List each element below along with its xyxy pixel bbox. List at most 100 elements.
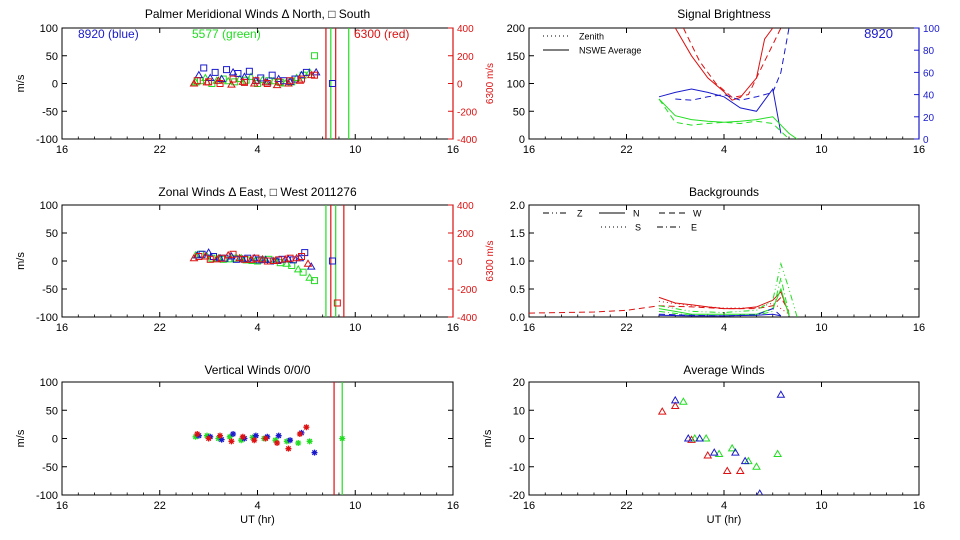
legend-label: NSWE Average [579, 46, 641, 56]
data-point [203, 432, 210, 439]
x-tick-label: 22 [620, 500, 632, 512]
data-point [263, 80, 271, 87]
data-point [690, 434, 700, 442]
data-point [311, 277, 319, 285]
x-tick-label: 4 [254, 322, 260, 334]
y-tick-label: 2.0 [510, 200, 525, 212]
x-tick-label: 16 [523, 322, 535, 334]
chart-meridional: Palmer Meridional Winds Δ North, □ South… [15, 7, 496, 156]
chart-average: Average Winds 16 22 4 10 16 20 10 0 -10 -20 m/s UT (… [482, 363, 925, 526]
y-tick-label: -100 [36, 312, 58, 324]
data-point [722, 466, 732, 474]
y-tick-label: -50 [42, 284, 58, 296]
y-tick-label: -20 [509, 490, 525, 502]
data-point [252, 432, 259, 439]
data-point [227, 80, 236, 88]
data-point [306, 438, 313, 445]
y-axis-label: m/s [15, 252, 27, 270]
x-tick-label: 16 [913, 500, 925, 512]
y-tick-label: 10 [513, 405, 525, 417]
y-tick-label: 100 [40, 23, 58, 35]
data-point [215, 435, 222, 442]
right-y-tick-label: -200 [457, 107, 477, 118]
data-point [701, 434, 711, 442]
y-tick-label: 20 [513, 377, 525, 389]
data-point [303, 424, 310, 431]
data-point [679, 397, 688, 405]
data-point [205, 435, 212, 442]
chart-title: Palmer Meridional Winds Δ North, □ South [145, 7, 370, 21]
right-y-tick-label: 0 [457, 257, 463, 268]
y-tick-label: 50 [46, 228, 58, 240]
data-point [311, 449, 318, 456]
data-point [333, 299, 341, 307]
data-point [773, 449, 782, 458]
data-point [285, 445, 292, 452]
data-point [230, 430, 237, 437]
chart-title: Backgrounds [689, 185, 759, 199]
y-tick-label: 50 [46, 51, 58, 63]
x-tick-label: 16 [523, 500, 535, 512]
data-point [731, 448, 740, 456]
y-tick-label: 0.5 [510, 284, 525, 296]
x-tick-label: 22 [154, 322, 166, 334]
right-y-tick-label: -400 [457, 313, 477, 324]
y-tick-label: 150 [507, 51, 525, 63]
data-point [291, 75, 299, 83]
x-tick-label: 16 [447, 144, 459, 156]
data-point [217, 432, 224, 439]
y-tick-label: 0 [519, 434, 525, 446]
data-point [695, 434, 704, 442]
data-point [251, 437, 258, 444]
y-tick-label: 200 [507, 23, 525, 35]
right-y-tick-label: 100 [923, 24, 940, 35]
data-point [268, 71, 276, 79]
data-point [249, 434, 256, 441]
data-point [218, 254, 226, 262]
data-point [297, 253, 305, 261]
legend-label: N [633, 209, 640, 219]
data-point [670, 401, 680, 410]
series-line [658, 98, 790, 139]
x-tick-label: 22 [620, 322, 632, 334]
x-tick-label: 10 [349, 144, 361, 156]
data-point [228, 438, 235, 445]
data-point [683, 434, 693, 442]
y-tick-label: 0.0 [510, 312, 525, 324]
data-point [709, 448, 719, 456]
data-point [687, 435, 696, 443]
data-point [218, 436, 225, 443]
data-point [302, 68, 310, 76]
y-tick-label: -10 [509, 462, 525, 474]
legend-label: Z [577, 209, 583, 219]
plot-area [189, 205, 345, 317]
data-point [240, 255, 248, 263]
annotation: 5577 (green) [192, 27, 261, 41]
x-tick-label: 10 [815, 322, 827, 334]
x-tick-label: 16 [913, 322, 925, 334]
data-point [756, 489, 764, 495]
data-point [339, 435, 346, 442]
x-tick-label: 22 [620, 144, 632, 156]
data-point [216, 80, 224, 87]
plot-area [657, 390, 786, 495]
data-point [219, 255, 227, 263]
data-point [740, 456, 750, 465]
data-point [272, 437, 279, 444]
data-point [311, 52, 319, 60]
data-point [246, 72, 256, 80]
y-tick-label: 0 [52, 79, 58, 91]
x-tick-label: 10 [815, 500, 827, 512]
data-point [727, 443, 737, 452]
right-axis-label: 6300 m/s [485, 240, 496, 281]
data-point [670, 395, 680, 404]
data-point [752, 462, 761, 470]
data-point [200, 64, 208, 72]
x-tick-label: 16 [56, 322, 68, 334]
data-point [234, 70, 242, 78]
data-point [275, 256, 283, 264]
data-point [206, 255, 214, 263]
annotation: 8920 [864, 26, 893, 41]
plot-area [189, 28, 350, 139]
right-y-tick-label: 0 [457, 80, 463, 91]
